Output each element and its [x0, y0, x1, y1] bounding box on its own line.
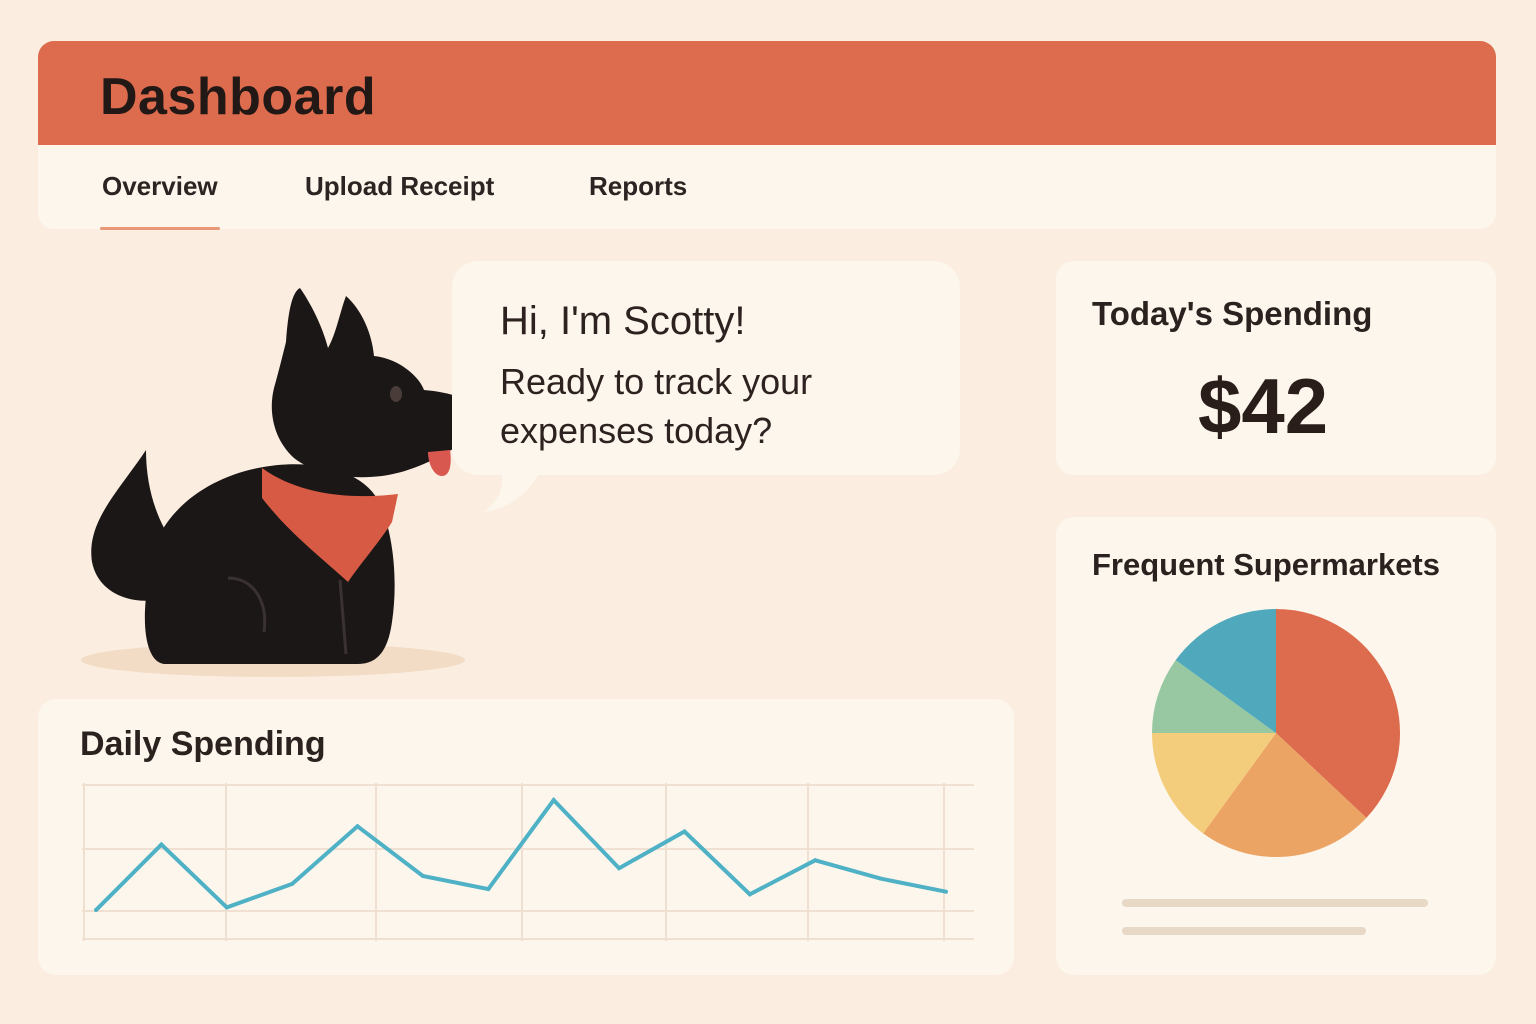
- data-point: [420, 874, 425, 879]
- data-point: [94, 908, 98, 913]
- tab-reports[interactable]: Reports: [589, 171, 688, 201]
- data-point: [944, 889, 948, 894]
- supermarkets-pie-chart: [1152, 609, 1400, 858]
- data-point: [747, 892, 752, 897]
- page-title: Dashboard: [100, 68, 377, 126]
- todays-spending-amount: $42: [1198, 362, 1329, 450]
- pie-slice: [1152, 733, 1276, 834]
- daily-spending-series-line: [94, 797, 947, 912]
- todays-spending-card: Today's Spending $42: [1056, 261, 1496, 475]
- data-point: [813, 858, 818, 863]
- mascot-greeting: Hi, I'm Scotty!: [500, 299, 746, 343]
- supermarkets-title: Frequent Supermarkets: [1092, 547, 1440, 582]
- supermarkets-card: Frequent Supermarkets: [1056, 517, 1496, 975]
- todays-spending-title: Today's Spending: [1092, 295, 1373, 332]
- pie-slice: [1276, 609, 1400, 818]
- daily-spending-line-chart: [82, 783, 974, 941]
- scotty-dog-illustration: [81, 288, 478, 677]
- tab-bar: Overview Upload Receipt Reports: [38, 145, 1496, 230]
- data-point: [682, 829, 687, 834]
- pie-slice: [1203, 733, 1367, 858]
- pie-slice: [1175, 609, 1276, 733]
- legend-placeholder-line: [1122, 899, 1428, 907]
- data-point: [290, 881, 295, 886]
- data-point: [159, 842, 164, 847]
- data-point: [551, 798, 556, 803]
- daily-spending-card: Daily Spending: [38, 699, 1014, 975]
- tab-upload-receipt[interactable]: Upload Receipt: [305, 171, 495, 201]
- data-point: [224, 905, 229, 910]
- mascot-message: Ready to track your expenses today?: [500, 361, 813, 451]
- speech-bubble: Hi, I'm Scotty! Ready to track your expe…: [452, 261, 960, 475]
- daily-spending-title: Daily Spending: [80, 725, 326, 763]
- header-bar: Dashboard: [38, 41, 1496, 145]
- data-point: [486, 887, 491, 892]
- legend-placeholder-line: [1122, 927, 1366, 935]
- data-point: [355, 824, 360, 829]
- data-point: [878, 876, 883, 881]
- pie-slice: [1152, 660, 1276, 733]
- data-point: [617, 866, 622, 871]
- tab-overview[interactable]: Overview: [100, 171, 220, 230]
